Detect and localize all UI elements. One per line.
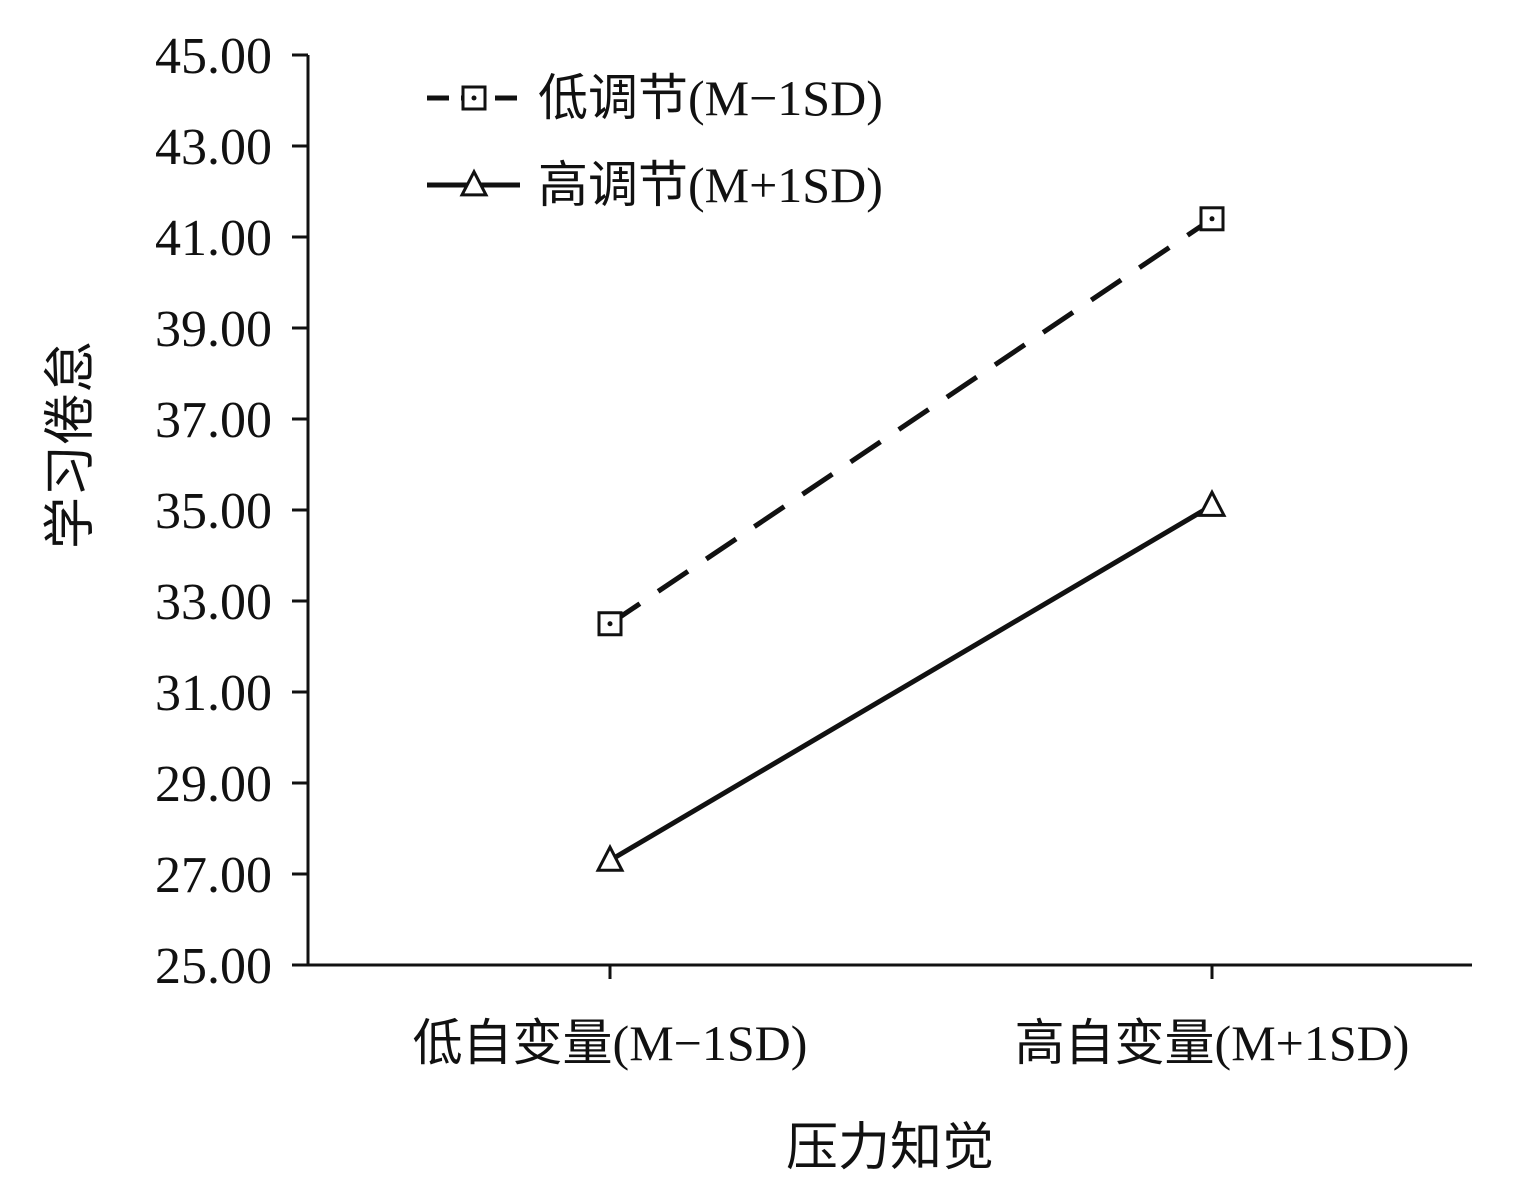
legend: 低调节(M−1SD) 高调节(M+1SD) <box>427 70 883 213</box>
triangle-marker <box>595 843 625 872</box>
y-tick-label: 43.00 <box>155 119 272 176</box>
legend-item: 高调节(M+1SD) <box>427 157 883 213</box>
y-axis-ticks: 25.00 27.00 29.00 31.00 33.00 35.00 37.00 39.00… <box>155 28 308 995</box>
square-marker-dot <box>607 621 613 627</box>
y-tick-label: 25.00 <box>155 938 272 995</box>
y-tick-label: 45.00 <box>155 28 272 85</box>
square-marker-dot <box>1209 216 1215 222</box>
y-tick-label: 39.00 <box>155 301 272 358</box>
square-marker-dot <box>471 95 477 101</box>
series-2 <box>595 488 1227 872</box>
legend-label: 低调节(M−1SD) <box>538 70 883 126</box>
triangle-marker <box>459 168 489 197</box>
y-tick-label: 27.00 <box>155 847 272 904</box>
x-category-label: 高自变量(M+1SD) <box>1015 1015 1410 1071</box>
y-tick-label: 37.00 <box>155 392 272 449</box>
series-line <box>608 503 1214 863</box>
x-axis-title: 压力知觉 <box>786 1120 994 1177</box>
legend-label: 高调节(M+1SD) <box>538 157 883 213</box>
legend-item: 低调节(M−1SD) <box>427 70 883 126</box>
y-axis-title: 学习倦怠 <box>43 341 100 549</box>
y-tick-label: 29.00 <box>155 756 272 813</box>
x-axis-ticks: 低自变量(M−1SD) 高自变量(M+1SD) <box>413 965 1410 1071</box>
series-group <box>595 206 1227 872</box>
y-tick-label: 41.00 <box>155 210 272 267</box>
x-category-label: 低自变量(M−1SD) <box>413 1015 808 1071</box>
series-1 <box>597 206 1225 637</box>
y-tick-label: 35.00 <box>155 483 272 540</box>
y-tick-label: 31.00 <box>155 665 272 722</box>
y-tick-label: 33.00 <box>155 574 272 631</box>
triangle-marker <box>1197 488 1227 517</box>
series-line <box>608 216 1214 626</box>
